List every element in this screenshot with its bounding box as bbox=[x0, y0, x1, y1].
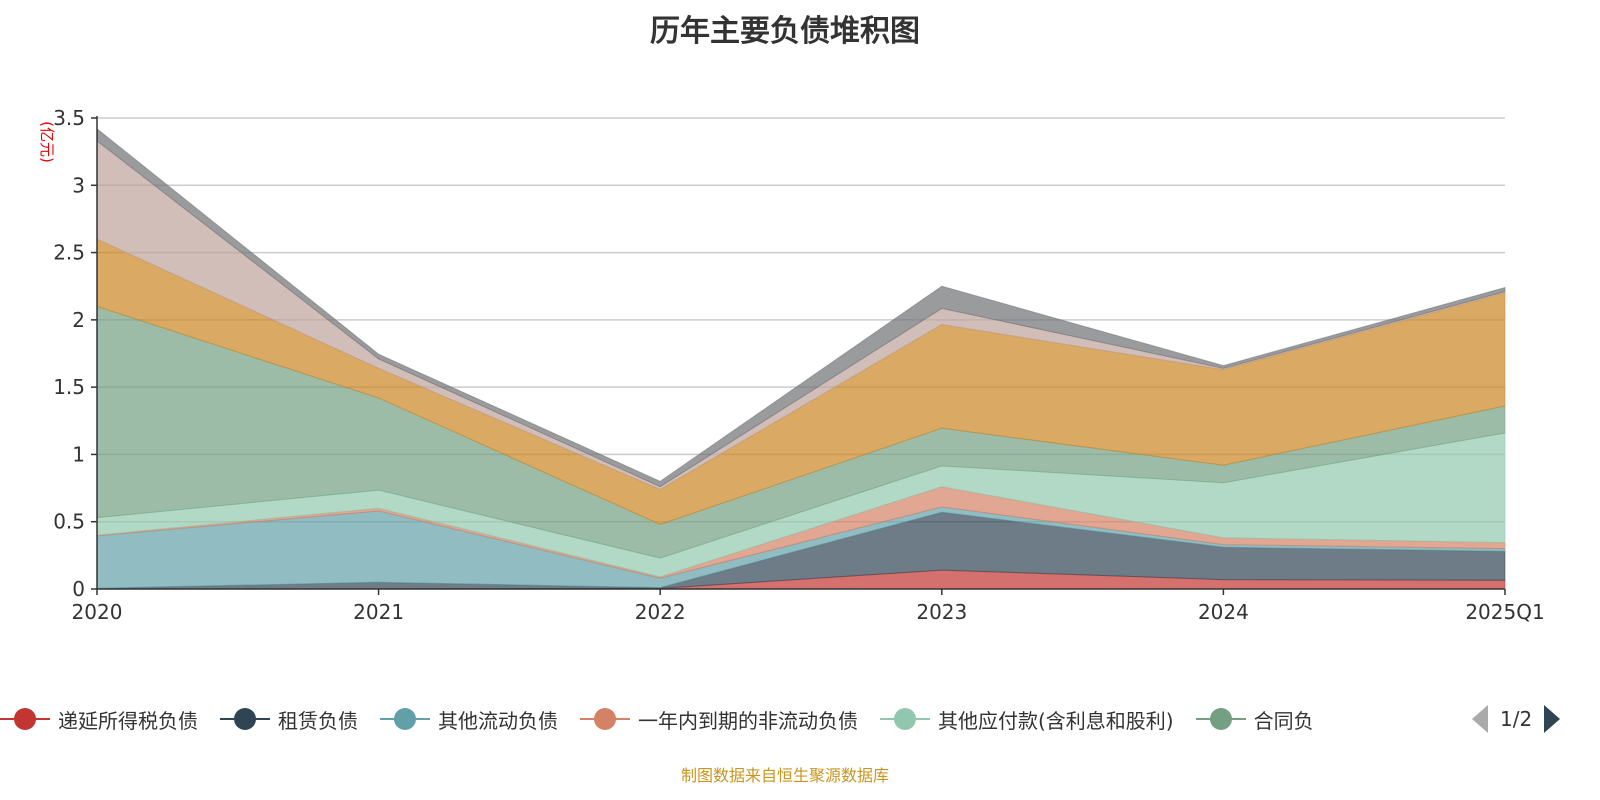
legend-prev-page-icon[interactable] bbox=[1472, 705, 1488, 733]
legend-label: 一年内到期的非流动负债 bbox=[638, 708, 858, 733]
legend-marker-icon bbox=[0, 707, 50, 731]
legend-item[interactable]: 租赁负债 bbox=[220, 705, 358, 734]
x-tick-label: 2025Q1 bbox=[1465, 600, 1544, 624]
legend-item[interactable]: 合同负 bbox=[1195, 705, 1314, 734]
legend-item[interactable]: 一年内到期的非流动负债 bbox=[580, 705, 858, 734]
legend-label: 合同负 bbox=[1253, 708, 1314, 733]
legend-label: 其他流动负债 bbox=[438, 708, 558, 733]
legend-marker-icon bbox=[580, 707, 630, 731]
x-tick-label: 2022 bbox=[635, 600, 686, 624]
data-source-footer: 制图数据来自恒生聚源数据库 bbox=[680, 766, 889, 785]
y-tick-label: 3.5 bbox=[53, 106, 85, 130]
chart-title: 历年主要负债堆积图 bbox=[650, 14, 920, 49]
legend-next-page-icon[interactable] bbox=[1544, 705, 1561, 733]
y-tick-label: 2.5 bbox=[53, 241, 85, 265]
legend-marker-icon bbox=[1195, 707, 1246, 731]
y-tick-label: 1 bbox=[72, 442, 85, 466]
area-series-8 bbox=[96, 127, 1506, 488]
y-axis-unit-label: (亿元) bbox=[38, 121, 56, 163]
legend-marker-icon bbox=[380, 707, 430, 731]
legend-label: 其他应付款(含利息和股利) bbox=[938, 708, 1174, 733]
x-tick-label: 2023 bbox=[916, 600, 967, 624]
legend-item[interactable]: 递延所得税负债 bbox=[0, 705, 198, 734]
y-tick-label: 3 bbox=[72, 173, 85, 197]
y-tick-label: 2 bbox=[72, 308, 85, 332]
legend: 递延所得税负债 租赁负债 其他流动负债 一年内到期的非流动负债 其他应付款(含利息和股利… bbox=[0, 703, 1470, 735]
y-tick-label: 0.5 bbox=[53, 510, 85, 534]
legend-page-indicator: 1/2 bbox=[1500, 707, 1533, 731]
y-tick-label: 1.5 bbox=[53, 375, 85, 399]
y-tick-label: 0 bbox=[72, 577, 85, 601]
legend-pager: 1/2 bbox=[1472, 703, 1561, 735]
x-tick-label: 2021 bbox=[353, 600, 404, 624]
legend-label: 递延所得税负债 bbox=[58, 708, 198, 733]
x-tick-label: 2020 bbox=[72, 600, 123, 624]
stacked-area-chart: 0 0.5 1 1.5 2 2.5 3 3.5 2020 2021 2022 2023 2024 2025… bbox=[38, 106, 1545, 624]
legend-item[interactable]: 其他应付款(含利息和股利) bbox=[880, 705, 1174, 734]
legend-marker-icon bbox=[220, 707, 270, 731]
x-tick-label: 2024 bbox=[1198, 600, 1249, 624]
legend-label: 租赁负债 bbox=[278, 708, 358, 733]
legend-marker-icon bbox=[880, 707, 930, 731]
legend-item[interactable]: 其他流动负债 bbox=[380, 705, 558, 734]
